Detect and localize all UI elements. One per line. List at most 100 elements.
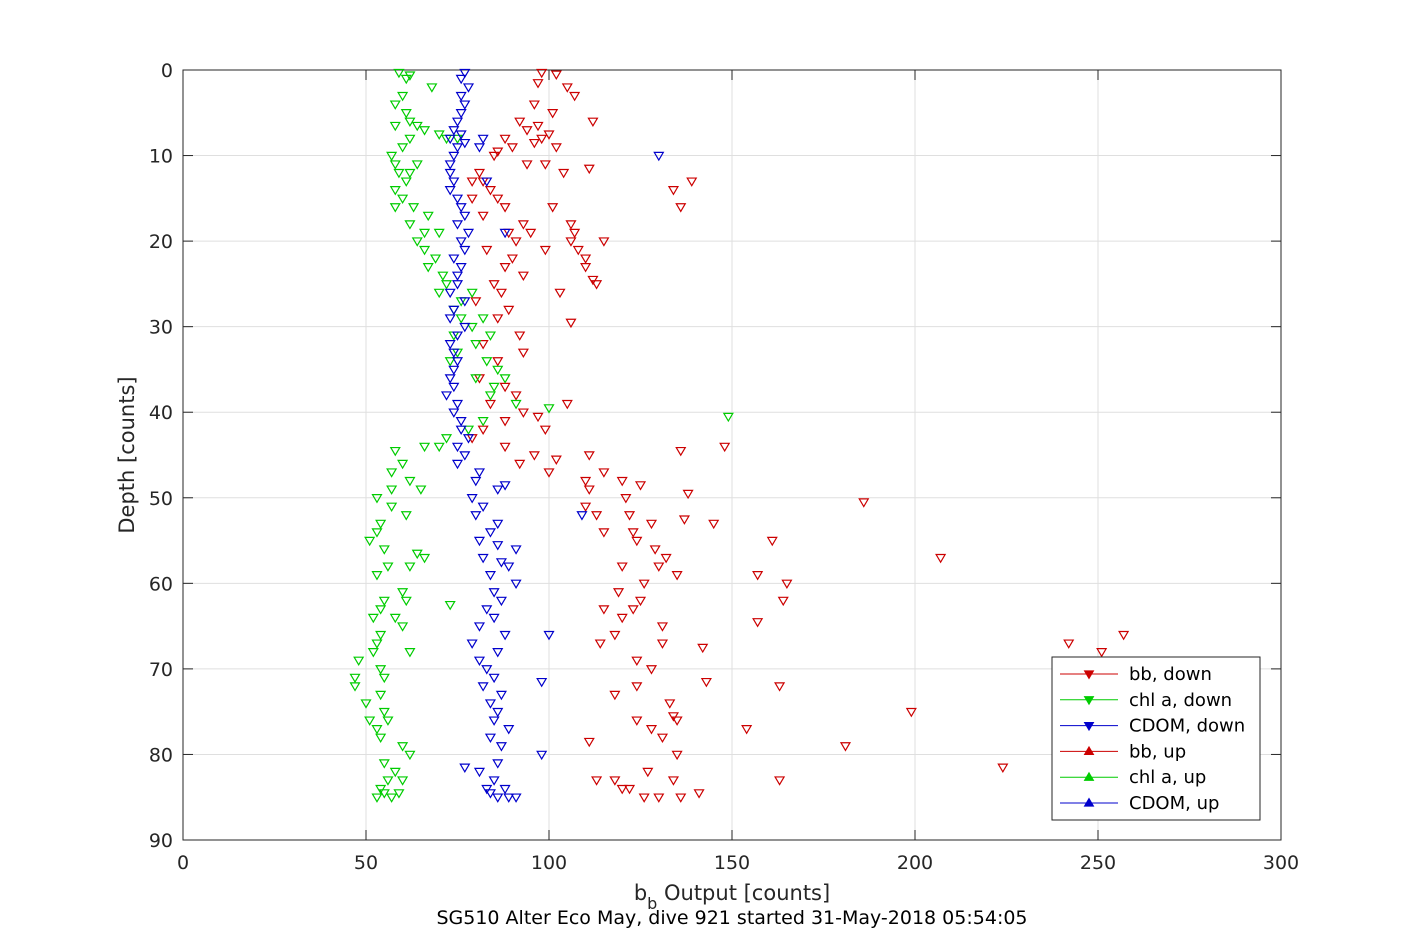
x-tick-label: 150 <box>714 852 750 874</box>
point-cdom-down <box>448 254 460 264</box>
point-bb-down <box>609 690 621 701</box>
point-bb-down <box>1063 639 1075 649</box>
point-cdom-down <box>470 511 482 521</box>
point-chl-a-down <box>419 442 431 453</box>
point-bb-down <box>616 476 628 487</box>
point-bb-down <box>514 331 526 341</box>
point-chl-a-down <box>386 793 398 803</box>
point-cdom-down <box>477 502 489 513</box>
point-bb-down <box>591 511 603 521</box>
point-chl-a-down <box>378 759 390 769</box>
point-bb-down <box>631 656 643 667</box>
point-cdom-down <box>451 459 464 470</box>
point-chl-a-down <box>408 203 420 213</box>
point-cdom-down <box>477 553 489 564</box>
point-bb-down <box>752 571 764 581</box>
point-bb-down <box>627 605 639 615</box>
point-chl-a-down <box>386 502 398 513</box>
point-chl-a-down <box>378 545 390 555</box>
point-cdom-down <box>466 639 478 649</box>
legend-marker-chl-a-up <box>1083 771 1095 781</box>
point-bb-down <box>649 545 661 555</box>
point-bb-down <box>682 489 694 500</box>
point-bb-down <box>492 357 504 367</box>
point-bb-down <box>561 83 573 93</box>
point-bb-down <box>598 468 610 478</box>
point-cdom-down <box>440 391 453 401</box>
legend-marker-cdom-down <box>1083 721 1095 732</box>
point-chl-a-down <box>484 391 496 401</box>
point-chl-a-down <box>353 656 365 667</box>
point-bb-down <box>506 254 518 264</box>
legend-entry-chl-a-down: chl a, down <box>1129 690 1232 711</box>
point-bb-down <box>1096 648 1108 658</box>
point-bb-down <box>675 793 687 803</box>
point-bb-down <box>477 340 489 350</box>
point-chl-a-down <box>455 314 467 324</box>
point-chl-a-down <box>419 228 431 239</box>
point-bb-down <box>569 91 581 102</box>
point-chl-a-down <box>484 331 496 341</box>
point-chl-a-down <box>426 83 438 93</box>
point-bb-down <box>781 579 793 590</box>
point-cdom-down <box>473 468 486 478</box>
point-cdom-down <box>444 168 456 179</box>
point-cdom-down <box>448 177 460 187</box>
point-chl-a-down <box>375 519 387 530</box>
point-bb-down <box>583 164 595 175</box>
x-tick-label: 0 <box>177 852 189 874</box>
x-tick-label: 200 <box>897 852 933 874</box>
point-chl-a-down <box>393 789 405 799</box>
point-bb-down <box>539 245 551 256</box>
point-cdom-down <box>455 91 467 102</box>
point-bb-down <box>656 639 669 649</box>
point-cdom-down <box>455 417 467 427</box>
point-chl-a-down <box>364 536 376 547</box>
point-chl-a-down <box>433 442 445 453</box>
point-bb-down <box>609 776 621 786</box>
point-bb-down <box>671 716 683 726</box>
point-chl-a-down <box>440 280 453 290</box>
point-chl-a-down <box>411 160 423 170</box>
legend-marker-bb-down <box>1083 670 1095 680</box>
point-bb-down <box>697 643 709 654</box>
point-bb-down <box>766 536 778 547</box>
point-bb-down <box>484 186 496 196</box>
point-bb-down <box>514 117 526 128</box>
point-cdom-down <box>448 348 460 359</box>
point-chl-a-down <box>510 399 522 410</box>
point-cdom-down <box>459 322 471 333</box>
point-bb-down <box>645 519 658 530</box>
point-bb-down <box>510 237 522 247</box>
point-bb-down <box>550 455 562 465</box>
point-chl-a-down <box>722 412 734 423</box>
point-chl-a-down <box>400 511 412 521</box>
point-bb-down <box>609 630 621 641</box>
point-cdom-down <box>451 194 464 205</box>
point-bb-down <box>678 515 690 525</box>
point-bb-down <box>1118 630 1130 641</box>
point-cdom-down <box>499 630 511 641</box>
point-bb-down <box>591 776 603 786</box>
point-cdom-down <box>484 528 496 538</box>
point-chl-a-down <box>386 468 398 478</box>
point-bb-down <box>550 143 562 153</box>
point-cdom-down <box>488 588 500 598</box>
point-cdom-down <box>444 314 456 324</box>
point-chl-a-down <box>433 228 445 239</box>
point-cdom-down <box>459 297 471 307</box>
point-cdom-down <box>455 74 467 85</box>
point-bb-down <box>631 536 643 547</box>
point-chl-a-down <box>419 245 431 256</box>
legend-marker-cdom-up <box>1083 797 1095 807</box>
point-chl-a-down <box>375 690 387 701</box>
point-chl-a-down <box>400 109 412 119</box>
point-cdom-down <box>488 673 500 684</box>
point-cdom-down <box>473 536 486 547</box>
point-bb-down <box>517 408 529 418</box>
point-cdom-down <box>492 485 504 495</box>
point-bb-down <box>580 254 592 264</box>
point-bb-down <box>561 399 573 410</box>
point-cdom-down <box>459 451 471 461</box>
